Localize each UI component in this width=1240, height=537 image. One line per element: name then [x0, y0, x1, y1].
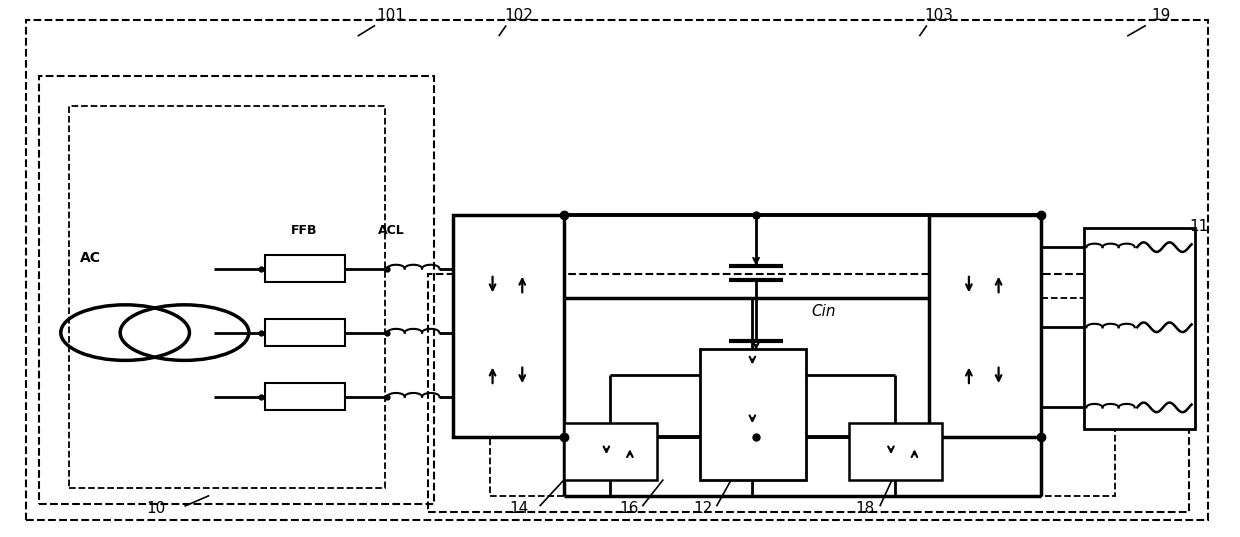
- Bar: [701, 349, 806, 480]
- Bar: [564, 423, 657, 480]
- Bar: [929, 215, 1040, 437]
- Bar: [428, 274, 1189, 512]
- Bar: [849, 423, 941, 480]
- Text: 19: 19: [1151, 8, 1171, 23]
- Text: 16: 16: [619, 500, 639, 516]
- Bar: [265, 383, 345, 410]
- Text: 14: 14: [508, 500, 528, 516]
- Text: 10: 10: [146, 500, 166, 516]
- Bar: [69, 106, 384, 488]
- Bar: [265, 320, 345, 346]
- Bar: [453, 215, 564, 437]
- Text: ACL: ACL: [378, 224, 404, 237]
- Text: 11: 11: [1189, 219, 1209, 234]
- Text: 103: 103: [925, 8, 954, 23]
- Text: FFB: FFB: [291, 224, 317, 237]
- Bar: [265, 255, 345, 282]
- Bar: [38, 76, 434, 504]
- Text: AC: AC: [79, 251, 100, 265]
- Bar: [1084, 228, 1195, 429]
- Text: 101: 101: [377, 8, 405, 23]
- Text: 102: 102: [505, 8, 533, 23]
- Text: Cin: Cin: [812, 304, 836, 319]
- Bar: [490, 298, 1115, 496]
- Text: 12: 12: [693, 500, 713, 516]
- Text: 18: 18: [856, 500, 874, 516]
